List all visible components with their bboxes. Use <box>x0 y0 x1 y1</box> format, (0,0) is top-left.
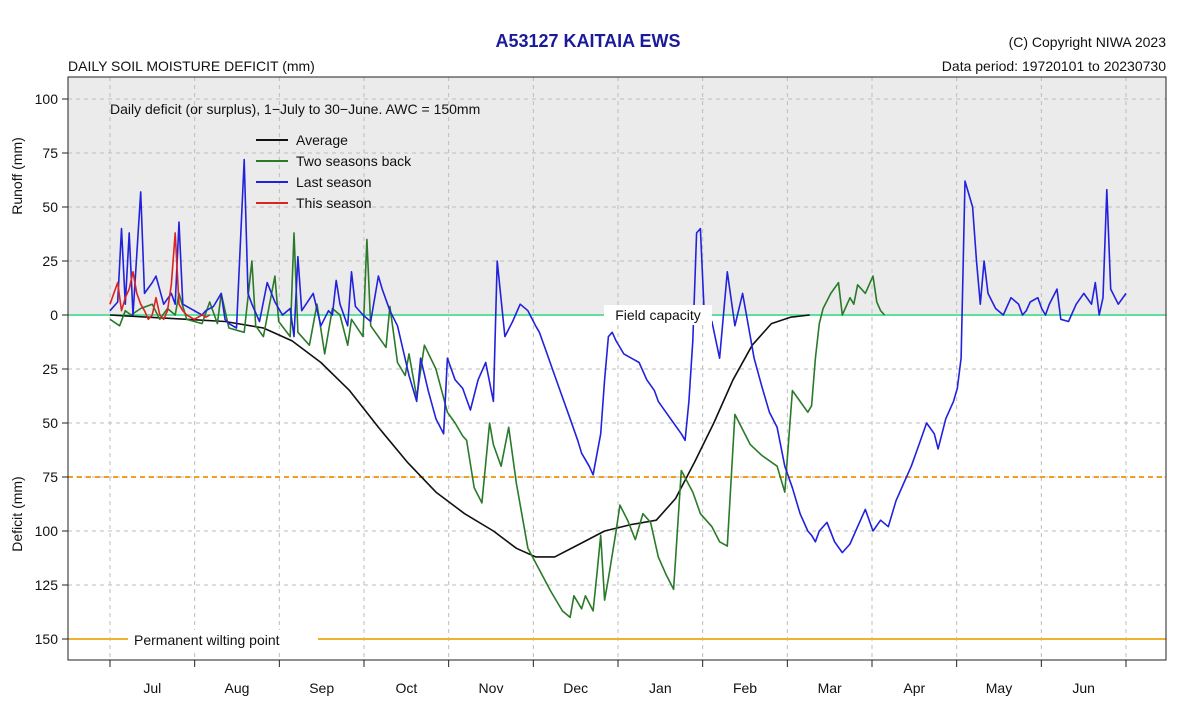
data-period-text: Data period: 19720101 to 20230730 <box>942 58 1166 74</box>
y-tick-label: 150 <box>35 631 59 647</box>
chart-description: Daily deficit (or surplus), 1−July to 30… <box>110 101 480 117</box>
y-axis-ticks: 100 75 50 25 0 25 50 75 100 125 150 <box>35 91 68 647</box>
y-tick-label: 100 <box>35 523 59 539</box>
x-tick-label: Dec <box>563 680 588 696</box>
plot-area-lower <box>68 315 1166 660</box>
y-axis-label-runoff: Runoff (mm) <box>9 137 25 215</box>
y-tick-label: 50 <box>42 199 58 215</box>
series-line <box>109 158 1127 554</box>
series-line <box>109 232 211 321</box>
x-tick-label: Oct <box>395 680 417 696</box>
x-tick-label: Nov <box>479 680 504 696</box>
x-tick-label: Jun <box>1072 680 1095 696</box>
field-capacity-label-bg <box>604 305 712 325</box>
legend: Average Two seasons back Last season This s… <box>256 132 412 211</box>
legend-label: This season <box>296 195 371 211</box>
chart-title: A53127 KAITAIA EWS <box>495 31 680 51</box>
y-tick-label: 0 <box>50 307 58 323</box>
field-capacity-label: Field capacity <box>615 307 701 323</box>
x-axis-ticks: Jul Aug Sep Oct Nov Dec Jan Feb Mar Apr May Jun <box>109 660 1127 696</box>
x-tick-label: Jan <box>649 680 672 696</box>
x-tick-label: May <box>986 680 1012 696</box>
y-axis-label-deficit: Deficit (mm) <box>9 476 25 551</box>
chart-subtitle: DAILY SOIL MOISTURE DEFICIT (mm) <box>68 58 315 74</box>
x-tick-label: Jul <box>143 680 161 696</box>
series-line <box>109 232 886 619</box>
wilting-point-label: Permanent wilting point <box>134 632 280 648</box>
legend-label: Average <box>296 132 348 148</box>
x-tick-label: Aug <box>225 680 250 696</box>
y-tick-label: 75 <box>42 145 58 161</box>
series-lines <box>109 158 1127 619</box>
legend-label: Two seasons back <box>296 153 412 169</box>
y-tick-label: 100 <box>35 91 59 107</box>
x-tick-label: Apr <box>903 680 925 696</box>
y-tick-label: 25 <box>42 361 58 377</box>
y-tick-label: 75 <box>42 469 58 485</box>
series-line <box>109 314 810 558</box>
x-tick-label: Mar <box>818 680 842 696</box>
x-tick-label: Sep <box>309 680 334 696</box>
legend-label: Last season <box>296 174 372 190</box>
wilting-point-label-bg <box>128 630 318 650</box>
y-tick-label: 50 <box>42 415 58 431</box>
copyright-text: (C) Copyright NIWA 2023 <box>1009 34 1167 50</box>
y-tick-label: 25 <box>42 253 58 269</box>
y-tick-label: 125 <box>35 577 59 593</box>
x-tick-label: Feb <box>733 680 757 696</box>
